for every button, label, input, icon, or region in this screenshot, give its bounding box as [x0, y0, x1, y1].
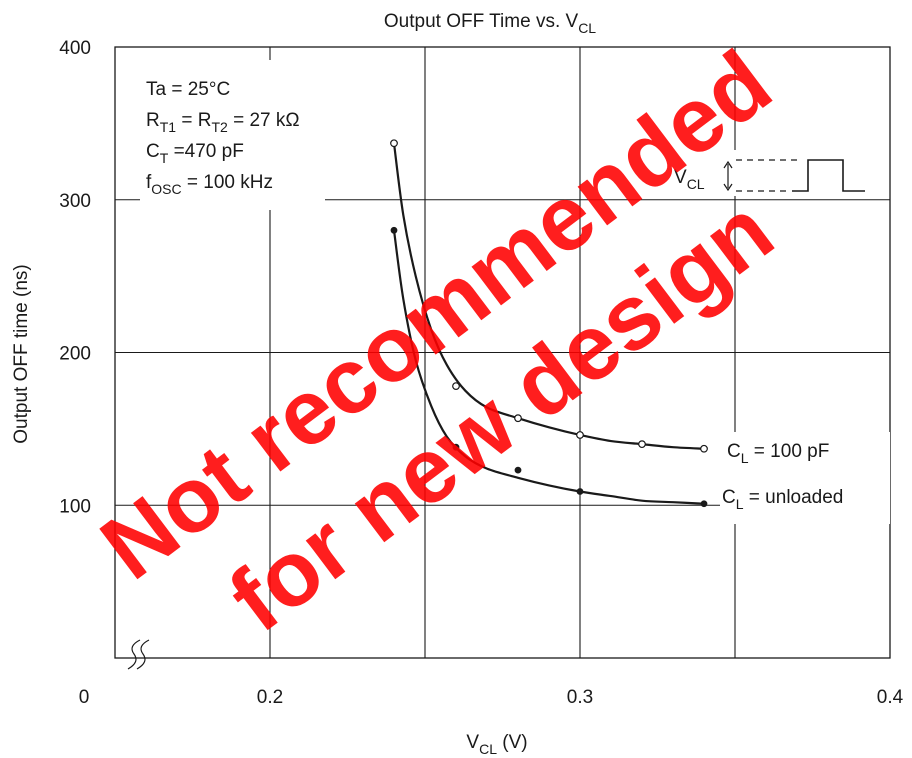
y-tick-label: 100	[59, 496, 91, 517]
data-point-1	[700, 500, 708, 508]
y-axis-label: Output OFF time (ns)	[11, 264, 32, 443]
data-point-0	[576, 431, 584, 439]
vcl-inset-diagram	[720, 150, 870, 196]
condition-line: fOSC = 100 kHz	[146, 172, 273, 197]
series-line-1	[392, 230, 705, 505]
data-point-0	[390, 139, 398, 148]
y-tick-label: 200	[59, 344, 91, 365]
x-tick-label: 0.4	[877, 687, 904, 708]
data-point-1	[452, 443, 460, 451]
series-label-unloaded: CL = unloaded	[722, 487, 843, 512]
chart-title: Output OFF Time vs. VCL	[384, 11, 596, 36]
data-point-0	[700, 444, 708, 453]
series-group	[390, 139, 708, 508]
data-point-0	[638, 440, 646, 449]
condition-line: CT =470 pF	[146, 141, 244, 166]
series-label-100pf: CL = 100 pF	[727, 441, 829, 466]
series-label-background	[720, 432, 890, 524]
x-axis-label: VCL (V)	[466, 732, 527, 757]
conditions-background	[140, 60, 325, 210]
vcl-inset-label: VCL	[674, 167, 705, 192]
x-tick-label: 0.3	[567, 687, 593, 708]
data-point-0	[514, 414, 522, 423]
x-origin-label: 0	[79, 687, 90, 708]
test-conditions: Ta = 25°C RT1 = RT2 = 27 kΩ CT =470 pF fOSC…	[140, 60, 325, 210]
y-tick-label: 400	[59, 38, 91, 59]
condition-line: Ta = 25°C	[146, 79, 230, 100]
data-point-1	[514, 466, 522, 474]
condition-line: RT1 = RT2 = 27 kΩ	[146, 110, 300, 135]
x-tick-labels: 0.2 0.3 0.4	[257, 687, 904, 708]
y-tick-label: 300	[59, 191, 91, 212]
data-point-1	[576, 488, 584, 495]
x-tick-label: 0.2	[257, 687, 283, 708]
axis-break-mark	[127, 639, 150, 670]
data-point-0	[452, 382, 460, 391]
y-tick-labels: 100 200 300 400	[59, 38, 91, 517]
data-point-1	[390, 226, 398, 234]
